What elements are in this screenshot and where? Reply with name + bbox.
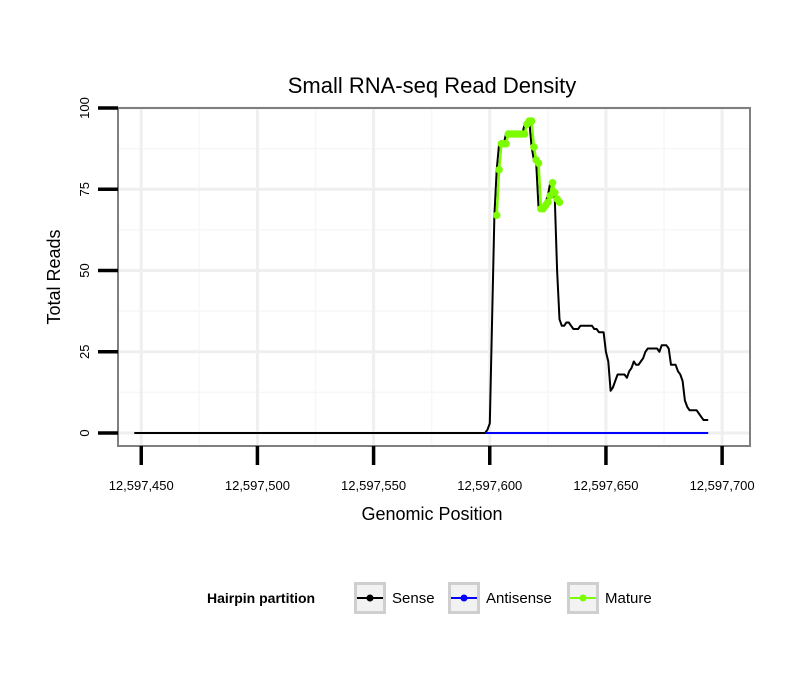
x-tick-label: 12,597,450 — [109, 478, 174, 493]
x-tick-label: 12,597,700 — [690, 478, 755, 493]
x-tick-label: 12,597,600 — [457, 478, 522, 493]
mature-point — [530, 143, 538, 151]
y-tick-label: 25 — [77, 345, 92, 359]
y-axis: 0 25 50 75 100 — [77, 97, 118, 437]
mature-point — [520, 130, 529, 138]
minor-gridlines — [118, 108, 750, 446]
x-tick-label: 12,597,550 — [341, 478, 406, 493]
legend-key-point — [366, 594, 374, 602]
mature-point — [502, 139, 510, 148]
mature-point — [492, 211, 501, 220]
plot-border — [117, 107, 751, 447]
y-axis-title: Total Reads — [44, 229, 64, 324]
y-tick-label: 75 — [77, 182, 92, 196]
x-tick-label: 12,597,500 — [225, 478, 290, 493]
mature-point — [548, 178, 557, 187]
chart-title: Small RNA-seq Read Density — [288, 73, 577, 98]
mature-point — [495, 165, 503, 174]
mature-point — [534, 159, 543, 168]
x-tick-label: 12,597,650 — [573, 478, 638, 493]
plot-panel — [118, 108, 750, 446]
y-tick-label: 50 — [77, 263, 92, 277]
legend-key-point — [460, 594, 468, 602]
legend-label-mature: Mature — [605, 590, 652, 607]
legend: Hairpin partition Sense Antisense Mature — [207, 582, 652, 614]
legend-key-point — [579, 594, 587, 602]
legend-label-antisense: Antisense — [486, 590, 552, 607]
mature-point — [555, 198, 564, 207]
legend-label-sense: Sense — [392, 590, 435, 607]
mature-points-layer — [492, 117, 564, 220]
legend-title: Hairpin partition — [207, 590, 315, 606]
mature-point — [551, 188, 559, 197]
y-tick-label: 100 — [77, 97, 92, 119]
x-axis-title: Genomic Position — [361, 504, 502, 524]
mature-point — [544, 198, 552, 207]
mature-point — [527, 117, 536, 125]
y-tick-label: 0 — [77, 429, 92, 436]
x-axis: 12,597,450 12,597,500 12,597,550 12,597,600… — [109, 446, 755, 493]
